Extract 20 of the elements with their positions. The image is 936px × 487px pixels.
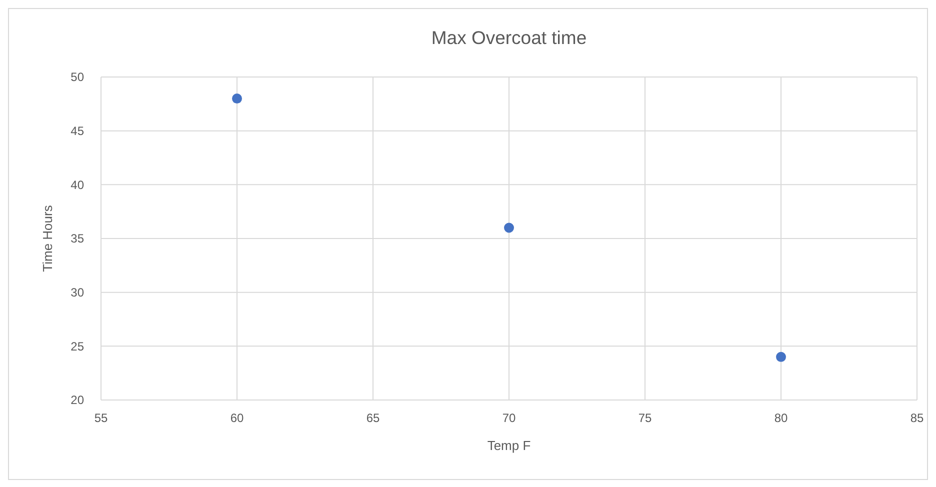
x-tick-label: 85 [910,411,924,425]
point [504,222,514,233]
chart-title: Max Overcoat time [431,27,587,48]
y-tick-label: 40 [70,178,84,192]
x-axis-title: Temp F [487,438,531,453]
x-tick-label: 75 [638,411,652,425]
point [232,94,242,104]
y-tick-label: 50 [70,70,84,84]
x-tick-label: 80 [774,411,788,425]
y-tick-label: 35 [70,232,84,246]
point [776,352,786,362]
x-tick-label: 60 [230,411,244,425]
y-axis-title: Time Hours [40,204,55,272]
y-tick-label: 20 [70,393,84,408]
y-tick-label: 25 [70,339,84,354]
y-tick-label: 30 [70,286,84,300]
y-tick-label: 45 [70,124,84,138]
x-tick-label: 70 [502,411,516,425]
x-tick-label: 55 [94,411,108,425]
x-tick-label: 65 [366,411,380,425]
